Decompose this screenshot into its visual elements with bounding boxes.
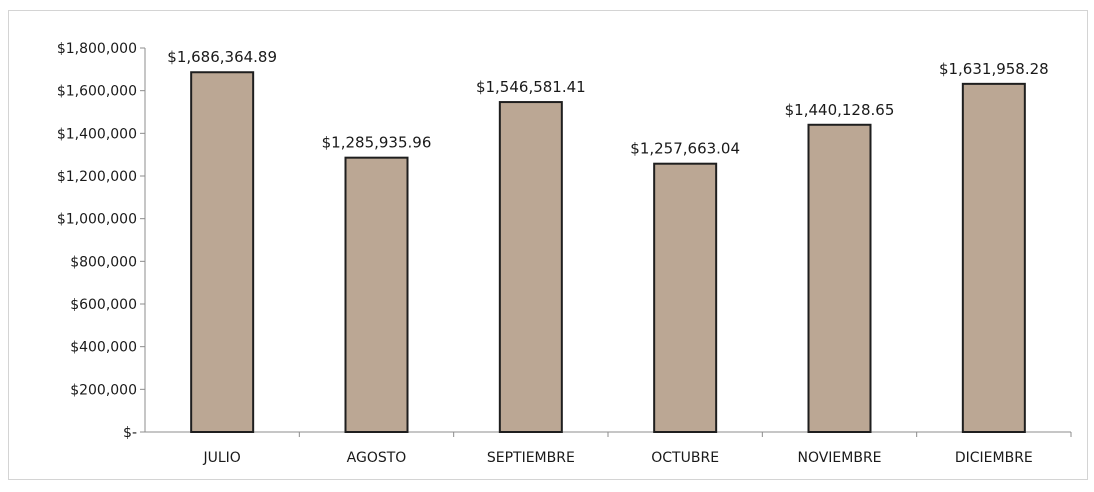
data-label-noviembre: $1,440,128.65	[785, 101, 895, 119]
bar-octubre	[653, 162, 718, 433]
category-label-diciembre: DICIEMBRE	[955, 450, 1033, 466]
y-tick-label: $-	[123, 425, 137, 441]
category-label-agosto: AGOSTO	[347, 450, 407, 466]
category-label-julio: JULIO	[203, 450, 241, 466]
bar-julio	[190, 71, 255, 433]
y-tick-label: $800,000	[70, 254, 137, 270]
y-tick-label: $600,000	[70, 297, 137, 313]
bar-agosto	[344, 156, 409, 433]
y-tick-label: $1,000,000	[57, 212, 137, 228]
y-tick-label: $1,800,000	[57, 41, 137, 57]
data-label-septiembre: $1,546,581.41	[476, 78, 586, 96]
y-tick-label: $1,600,000	[57, 84, 137, 100]
data-label-julio: $1,686,364.89	[167, 48, 277, 66]
chart-frame: $- $200,000 $400,000 $600,000 $800,000 $1,000…	[8, 10, 1088, 480]
category-label-septiembre: SEPTIEMBRE	[487, 450, 575, 466]
data-label-agosto: $1,285,935.96	[322, 134, 432, 152]
category-label-noviembre: NOVIEMBRE	[797, 450, 881, 466]
data-label-octubre: $1,257,663.04	[630, 140, 740, 158]
data-label-diciembre: $1,631,958.28	[939, 60, 1049, 78]
y-tick-label: $400,000	[70, 340, 137, 356]
bar-diciembre	[961, 82, 1026, 433]
data-labels: $1,686,364.89 $1,285,935.96 $1,546,581.41 $…	[167, 48, 1048, 157]
y-axis: $- $200,000 $400,000 $600,000 $800,000 $1,000…	[57, 41, 146, 441]
bar-septiembre	[498, 101, 563, 434]
y-tick-label: $1,200,000	[57, 169, 137, 185]
bar-noviembre	[807, 123, 872, 433]
bar-chart: $- $200,000 $400,000 $600,000 $800,000 $1,000…	[57, 41, 1072, 466]
category-label-octubre: OCTUBRE	[651, 450, 719, 466]
y-tick-label: $1,400,000	[57, 126, 137, 142]
bars	[190, 71, 1026, 434]
y-tick-label: $200,000	[70, 382, 137, 398]
x-axis: JULIO AGOSTO SEPTIEMBRE OCTUBRE NOVIEMBRE DIC…	[145, 431, 1072, 466]
